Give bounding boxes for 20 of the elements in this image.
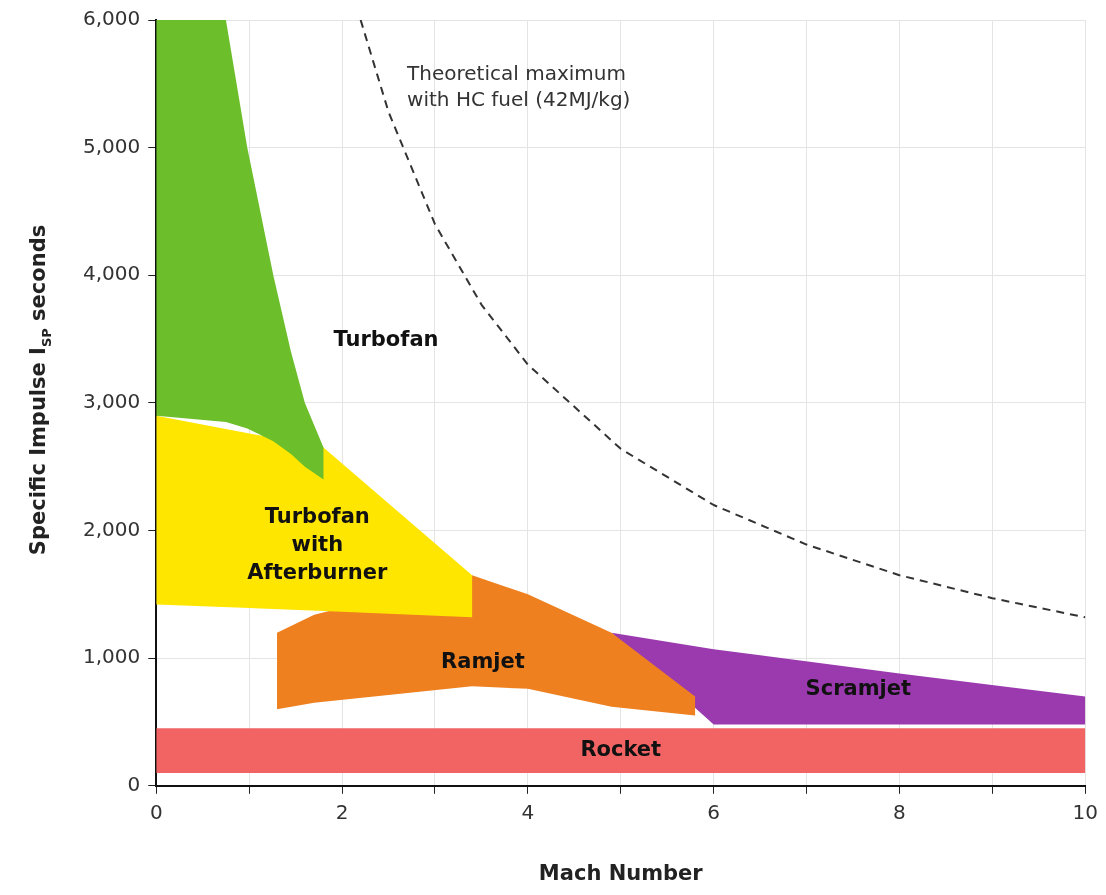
x-tick-label: 6	[707, 800, 721, 824]
x-tick-label: 8	[893, 800, 906, 824]
x-tick-label: 2	[335, 800, 349, 824]
x-axis-title: Mach Number	[538, 860, 704, 885]
series-label: Scramjet	[805, 675, 912, 700]
y-tick-label: 5,000	[82, 133, 141, 158]
series-label: Ramjet	[441, 649, 525, 674]
y-tick-label: 2,000	[82, 516, 141, 541]
annotation: Theoretical maximum with HC fuel (42MJ/kg)	[406, 61, 631, 112]
series-label: Turbofan	[333, 327, 439, 352]
x-tick-label: 0	[149, 800, 163, 824]
y-tick-label: 3,000	[82, 389, 141, 414]
series-label: Rocket	[580, 737, 662, 762]
series-label: Turbofan with Afterburner	[247, 503, 388, 584]
y-tick-label: 4,000	[82, 261, 141, 286]
y-tick-label: 1,000	[82, 644, 141, 669]
y-tick-label: 6,000	[82, 6, 141, 31]
x-tick-label: 4	[521, 800, 535, 824]
x-tick-label: 10	[1072, 800, 1098, 824]
y-tick-label: 0	[127, 772, 141, 796]
